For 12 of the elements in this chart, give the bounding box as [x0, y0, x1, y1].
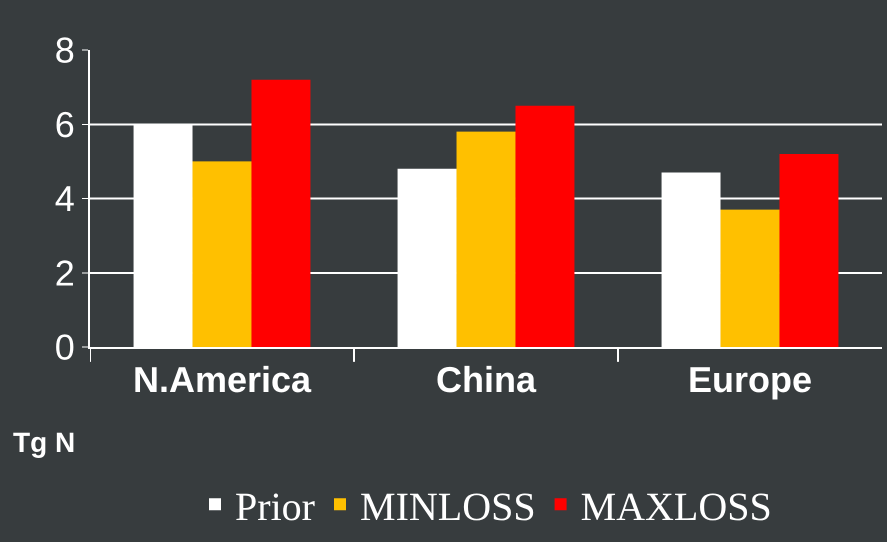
- y-tick-label: 6: [54, 104, 75, 145]
- y-tick-label: 0: [54, 326, 75, 368]
- y-axis-title: Tg N: [13, 427, 76, 458]
- x-tick-label: N.America: [132, 359, 312, 400]
- legend-label: MINLOSS: [360, 484, 536, 529]
- y-tick-label: 2: [54, 252, 75, 294]
- legend-label: MAXLOSS: [580, 484, 772, 529]
- legend-label: Prior: [235, 484, 315, 529]
- x-tick-label: China: [436, 359, 537, 400]
- x-tick-label: Europe: [688, 359, 812, 400]
- y-tick-label: 4: [54, 178, 75, 220]
- y-tick-label: 8: [54, 30, 75, 71]
